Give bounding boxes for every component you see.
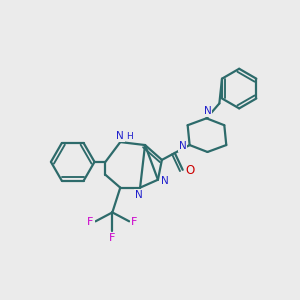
Text: N: N (161, 176, 169, 186)
Text: N: N (135, 190, 143, 200)
Text: O: O (185, 164, 194, 177)
Text: F: F (109, 233, 116, 243)
Text: N: N (179, 141, 187, 151)
Text: N: N (116, 131, 124, 141)
Text: F: F (87, 217, 94, 227)
Text: F: F (131, 217, 137, 227)
Text: H: H (126, 132, 133, 141)
Text: N: N (204, 106, 211, 116)
